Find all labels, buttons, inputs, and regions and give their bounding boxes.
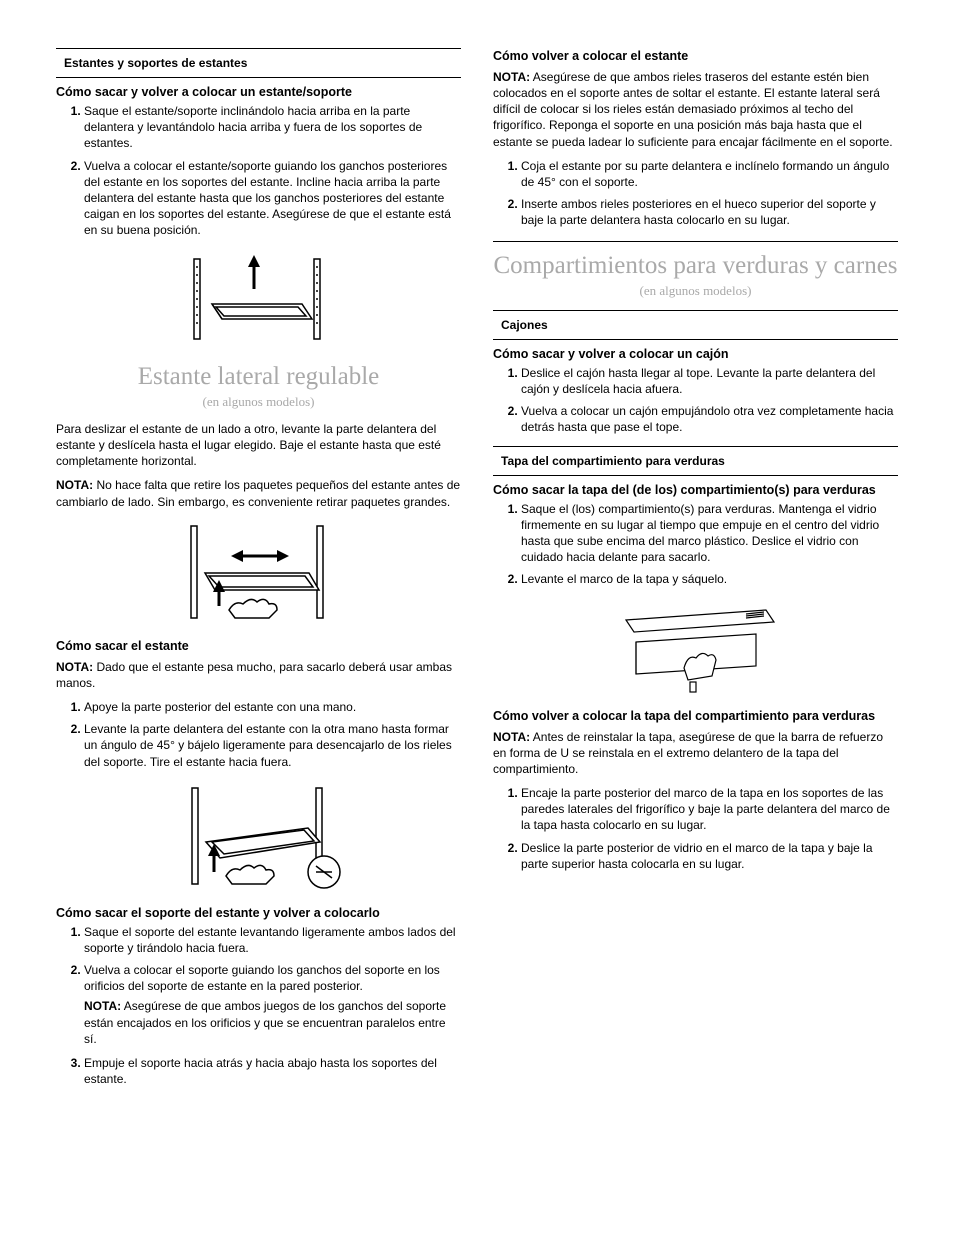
nota-text: Asegúrese de que ambos rieles traseros d…	[493, 70, 893, 149]
nota-text: No hace falta que retire los paquetes pe…	[56, 478, 460, 508]
nota-label: NOTA:	[84, 999, 121, 1013]
list-item: Coja el estante por su parte delantera e…	[521, 158, 898, 190]
list-item: Apoye la parte posterior del estante con…	[84, 699, 461, 715]
box-heading-estantes: Estantes y soportes de estantes	[56, 48, 461, 78]
list-replace-cover: Encaje la parte posterior del marco de l…	[493, 785, 898, 872]
list-remove-support: Saque el soporte del estante levantando …	[56, 924, 461, 1088]
paragraph-nota: NOTA: Dado que el estante pesa mucho, pa…	[56, 659, 461, 691]
list-item: Empuje el soporte hacia atrás y hacia ab…	[84, 1055, 461, 1087]
divider	[493, 241, 898, 242]
left-column: Estantes y soportes de estantes Cómo sac…	[56, 48, 461, 1097]
list-item: Vuelva a colocar un cajón empujándolo ot…	[521, 403, 898, 435]
right-column: Cómo volver a colocar el estante NOTA: A…	[493, 48, 898, 1097]
subhead-remove-drawer: Cómo sacar y volver a colocar un cajón	[493, 346, 898, 363]
subhead-remove-support: Cómo sacar el soporte del estante y volv…	[56, 905, 461, 922]
two-column-layout: Estantes y soportes de estantes Cómo sac…	[56, 48, 898, 1097]
figure-crisper-cover	[493, 598, 898, 698]
list-item: Levante la parte delantera del estante c…	[84, 721, 461, 770]
paragraph-nota: NOTA: Antes de reinstalar la tapa, asegú…	[493, 729, 898, 778]
title-compartimientos: Compartimientos para verduras y carnes	[493, 252, 898, 281]
list-item: Deslice la parte posterior de vidrio en …	[521, 840, 898, 872]
list-item: Inserte ambos rieles posteriores en el h…	[521, 196, 898, 228]
subhead-replace-shelf: Cómo volver a colocar el estante	[493, 48, 898, 65]
list-item: Saque el (los) compartimiento(s) para ve…	[521, 501, 898, 566]
figure-shelf-up	[56, 249, 461, 349]
nota-label: NOTA:	[493, 70, 530, 84]
list-remove-drawer: Deslice el cajón hasta llegar al tope. L…	[493, 365, 898, 436]
subhead-remove-replace-shelf: Cómo sacar y volver a colocar un estante…	[56, 84, 461, 101]
paragraph-nota: NOTA: No hace falta que retire los paque…	[56, 477, 461, 509]
list-item: Deslice el cajón hasta llegar al tope. L…	[521, 365, 898, 397]
title-compartimientos-sub: (en algunos modelos)	[493, 282, 898, 300]
list-remove-replace-shelf: Saque el estante/soporte inclinándolo ha…	[56, 103, 461, 239]
list-item: Encaje la parte posterior del marco de l…	[521, 785, 898, 834]
nota-text: Antes de reinstalar la tapa, asegúrese d…	[493, 730, 883, 776]
list-item: Saque el estante/soporte inclinándolo ha…	[84, 103, 461, 152]
list-remove-cover: Saque el (los) compartimiento(s) para ve…	[493, 501, 898, 588]
nota-label: NOTA:	[56, 660, 93, 674]
paragraph-nota: NOTA: Asegúrese de que ambos rieles tras…	[493, 69, 898, 150]
nota-text: Asegúrese de que ambos juegos de los gan…	[84, 999, 446, 1045]
list-item: Vuelva a colocar el estante/soporte guia…	[84, 158, 461, 239]
nota-label: NOTA:	[56, 478, 93, 492]
paragraph-nota: NOTA: Asegúrese de que ambos juegos de l…	[84, 998, 461, 1047]
subhead-remove-cover: Cómo sacar la tapa del (de los) comparti…	[493, 482, 898, 499]
list-item: Levante el marco de la tapa y sáquelo.	[521, 571, 898, 587]
paragraph: Para deslizar el estante de un lado a ot…	[56, 421, 461, 470]
box-heading-cajones: Cajones	[493, 310, 898, 340]
box-heading-tapa: Tapa del compartimiento para verduras	[493, 446, 898, 476]
list-remove-shelf: Apoye la parte posterior del estante con…	[56, 699, 461, 770]
title-estante-lateral-sub: (en algunos modelos)	[56, 393, 461, 411]
subhead-remove-shelf: Cómo sacar el estante	[56, 638, 461, 655]
list-item: Saque el soporte del estante levantando …	[84, 924, 461, 956]
nota-label: NOTA:	[493, 730, 530, 744]
list-item-text: Vuelva a colocar el soporte guiando los …	[84, 963, 440, 993]
subhead-replace-cover: Cómo volver a colocar la tapa del compar…	[493, 708, 898, 725]
title-estante-lateral: Estante lateral regulable	[56, 363, 461, 392]
figure-shelf-slide	[56, 518, 461, 628]
figure-shelf-angle	[56, 780, 461, 895]
list-replace-shelf: Coja el estante por su parte delantera e…	[493, 158, 898, 229]
list-item: Vuelva a colocar el soporte guiando los …	[84, 962, 461, 1047]
nota-text: Dado que el estante pesa mucho, para sac…	[56, 660, 452, 690]
